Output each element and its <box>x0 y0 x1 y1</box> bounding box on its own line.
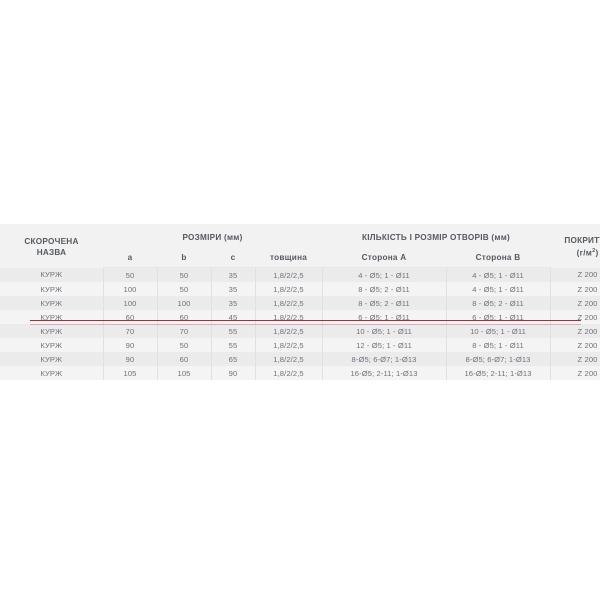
cell-dimension-b: 60 <box>156 310 211 324</box>
column-group-header-holes: КІЛЬКІСТЬ І РОЗМІР ОТВОРІВ (мм) <box>322 224 551 248</box>
table-head: СКОРОЧЕНА НАЗВА РОЗМІРИ (мм) КІЛЬКІСТЬ І… <box>0 224 600 268</box>
specification-table: СКОРОЧЕНА НАЗВА РОЗМІРИ (мм) КІЛЬКІСТЬ І… <box>0 224 600 380</box>
coverage-unit-close: ) <box>595 249 599 259</box>
cell-dimension-a: 100 <box>102 296 157 310</box>
cell-side-a-holes: 12 - Ø5; 1 - Ø11 <box>321 338 447 352</box>
table-row[interactable]: КУРЖ 90 60 65 1,8/2/2,5 8-Ø5; 6-Ø7; 1-Ø13 8-Ø5… <box>0 352 600 366</box>
column-header-coverage-line1: ПОКРИТТЯ <box>564 236 600 246</box>
cell-dimension-a: 90 <box>102 338 157 352</box>
cell-thickness: 1,8/2/2,5 <box>254 366 323 380</box>
cell-side-a-holes: 8 - Ø5; 2 - Ø11 <box>321 296 447 310</box>
cell-short-name: КУРЖ <box>0 338 103 352</box>
cell-short-name: КУРЖ <box>0 296 103 310</box>
column-header-side-a: Сторона A <box>322 248 447 268</box>
cell-side-a-holes: 8-Ø5; 6-Ø7; 1-Ø13 <box>321 352 447 366</box>
cell-side-b-holes: 10 - Ø5; 1 - Ø11 <box>445 324 551 338</box>
cell-dimension-a: 105 <box>102 366 157 380</box>
header-group-row: СКОРОЧЕНА НАЗВА РОЗМІРИ (мм) КІЛЬКІСТЬ І… <box>0 224 600 268</box>
cell-side-a-holes: 4 - Ø5; 1 - Ø11 <box>321 267 447 282</box>
table-row[interactable]: КУРЖ 100 50 35 1,8/2/2,5 8 - Ø5; 2 - Ø11 4 - Ø… <box>0 282 600 296</box>
table-row[interactable]: КУРЖ 50 50 35 1,8/2/2,5 4 - Ø5; 1 - Ø11 4 - Ø5… <box>0 267 600 282</box>
cell-coverage: Z 200 <box>549 366 600 380</box>
cell-dimension-b: 50 <box>156 267 211 282</box>
cell-coverage: Z 200 <box>549 338 600 352</box>
column-header-short-name-line2: НАЗВА <box>36 248 67 258</box>
cell-short-name: КУРЖ <box>0 352 103 366</box>
cell-side-b-holes: 8 - Ø5; 2 - Ø11 <box>445 296 551 310</box>
cell-coverage: Z 200 <box>549 310 600 324</box>
cell-side-a-holes: 8 - Ø5; 2 - Ø11 <box>321 282 447 296</box>
cell-dimension-b: 70 <box>156 324 211 338</box>
column-header-coverage: ПОКРИТТЯ (г/м2) <box>550 224 600 268</box>
cell-thickness: 1,8/2/2,5 <box>254 296 323 310</box>
cell-side-b-holes: 4 - Ø5; 1 - Ø11 <box>445 282 551 296</box>
cell-thickness: 1,8/2/2,5 <box>254 324 323 338</box>
column-header-a: a <box>103 248 157 268</box>
table-row[interactable]: КУРЖ 60 60 45 1,8/2/2,5 6 - Ø5; 1 - Ø11 6 - Ø5… <box>0 310 600 324</box>
cell-side-a-holes: 16-Ø5; 2-11; 1-Ø13 <box>321 366 447 380</box>
cell-dimension-b: 105 <box>156 366 211 380</box>
cell-side-a-holes: 10 - Ø5; 1 - Ø11 <box>321 324 447 338</box>
cell-short-name: КУРЖ <box>0 310 103 324</box>
cell-dimension-c: 55 <box>210 324 255 338</box>
cell-side-b-holes: 16-Ø5; 2-11; 1-Ø13 <box>445 366 551 380</box>
cell-dimension-b: 50 <box>156 338 211 352</box>
cell-short-name: КУРЖ <box>0 267 103 282</box>
cell-side-b-holes: 6 - Ø5; 1 - Ø11 <box>445 310 551 324</box>
cell-short-name: КУРЖ <box>0 282 103 296</box>
cell-dimension-a: 90 <box>102 352 157 366</box>
cell-thickness: 1,8/2/2,5 <box>254 267 323 282</box>
header-sub-row: a b c товщина Сторона A Сторона B <box>0 248 600 268</box>
cell-dimension-a: 100 <box>102 282 157 296</box>
column-header-c: c <box>211 248 255 268</box>
cell-thickness: 1,8/2/2,5 <box>254 310 323 324</box>
column-header-side-b: Сторона B <box>446 248 551 268</box>
cell-side-a-holes: 6 - Ø5; 1 - Ø11 <box>321 310 447 324</box>
cell-side-b-holes: 8-Ø5; 6-Ø7; 1-Ø13 <box>445 352 551 366</box>
cell-coverage: Z 200 <box>549 296 600 310</box>
cell-dimension-b: 100 <box>156 296 211 310</box>
cell-dimension-b: 50 <box>156 282 211 296</box>
specification-table-container: СКОРОЧЕНА НАЗВА РОЗМІРИ (мм) КІЛЬКІСТЬ І… <box>0 224 600 380</box>
column-header-b: b <box>157 248 211 268</box>
cell-dimension-b: 60 <box>156 352 211 366</box>
table-row[interactable]: КУРЖ 100 100 35 1,8/2/2,5 8 - Ø5; 2 - Ø11 8 - … <box>0 296 600 310</box>
cell-thickness: 1,8/2/2,5 <box>254 352 323 366</box>
cell-thickness: 1,8/2/2,5 <box>254 282 323 296</box>
cell-dimension-c: 35 <box>210 282 255 296</box>
cell-thickness: 1,8/2/2,5 <box>254 338 323 352</box>
cell-dimension-c: 55 <box>210 338 255 352</box>
cell-dimension-a: 60 <box>102 310 157 324</box>
cell-dimension-c: 45 <box>210 310 255 324</box>
column-group-header-dimensions: РОЗМІРИ (мм) <box>103 224 323 248</box>
table-row[interactable]: КУРЖ 90 50 55 1,8/2/2,5 12 - Ø5; 1 - Ø11 8 - Ø… <box>0 338 600 352</box>
cell-coverage: Z 200 <box>549 324 600 338</box>
cell-coverage: Z 200 <box>549 352 600 366</box>
cell-dimension-a: 70 <box>102 324 157 338</box>
coverage-unit-exponent: 2 <box>592 248 596 255</box>
cell-dimension-c: 35 <box>210 267 255 282</box>
cell-side-b-holes: 4 - Ø5; 1 - Ø11 <box>445 267 551 282</box>
cell-dimension-a: 50 <box>102 267 157 282</box>
column-header-short-name: СКОРОЧЕНА НАЗВА <box>0 224 103 268</box>
column-header-coverage-line2: (г/м2) <box>550 246 600 259</box>
column-header-thickness: товщина <box>255 248 323 268</box>
column-header-short-name-line1: СКОРОЧЕНА <box>24 237 79 247</box>
cell-coverage: Z 200 <box>549 282 600 296</box>
cell-side-b-holes: 8 - Ø5; 1 - Ø11 <box>445 338 551 352</box>
table-row[interactable]: КУРЖ 70 70 55 1,8/2/2,5 10 - Ø5; 1 - Ø11 10 - … <box>0 324 600 338</box>
table-row[interactable]: КУРЖ 105 105 90 1,8/2/2,5 16-Ø5; 2-11; 1-Ø13 1… <box>0 366 600 380</box>
cell-dimension-c: 90 <box>210 366 255 380</box>
cell-short-name: КУРЖ <box>0 366 103 380</box>
coverage-unit-text: (г/м <box>576 249 593 259</box>
cell-short-name: КУРЖ <box>0 324 103 338</box>
table-body: КУРЖ 50 50 35 1,8/2/2,5 4 - Ø5; 1 - Ø11 4 - Ø5… <box>0 267 600 380</box>
cell-coverage: Z 200 <box>549 267 600 282</box>
cell-dimension-c: 35 <box>210 296 255 310</box>
cell-dimension-c: 65 <box>210 352 255 366</box>
